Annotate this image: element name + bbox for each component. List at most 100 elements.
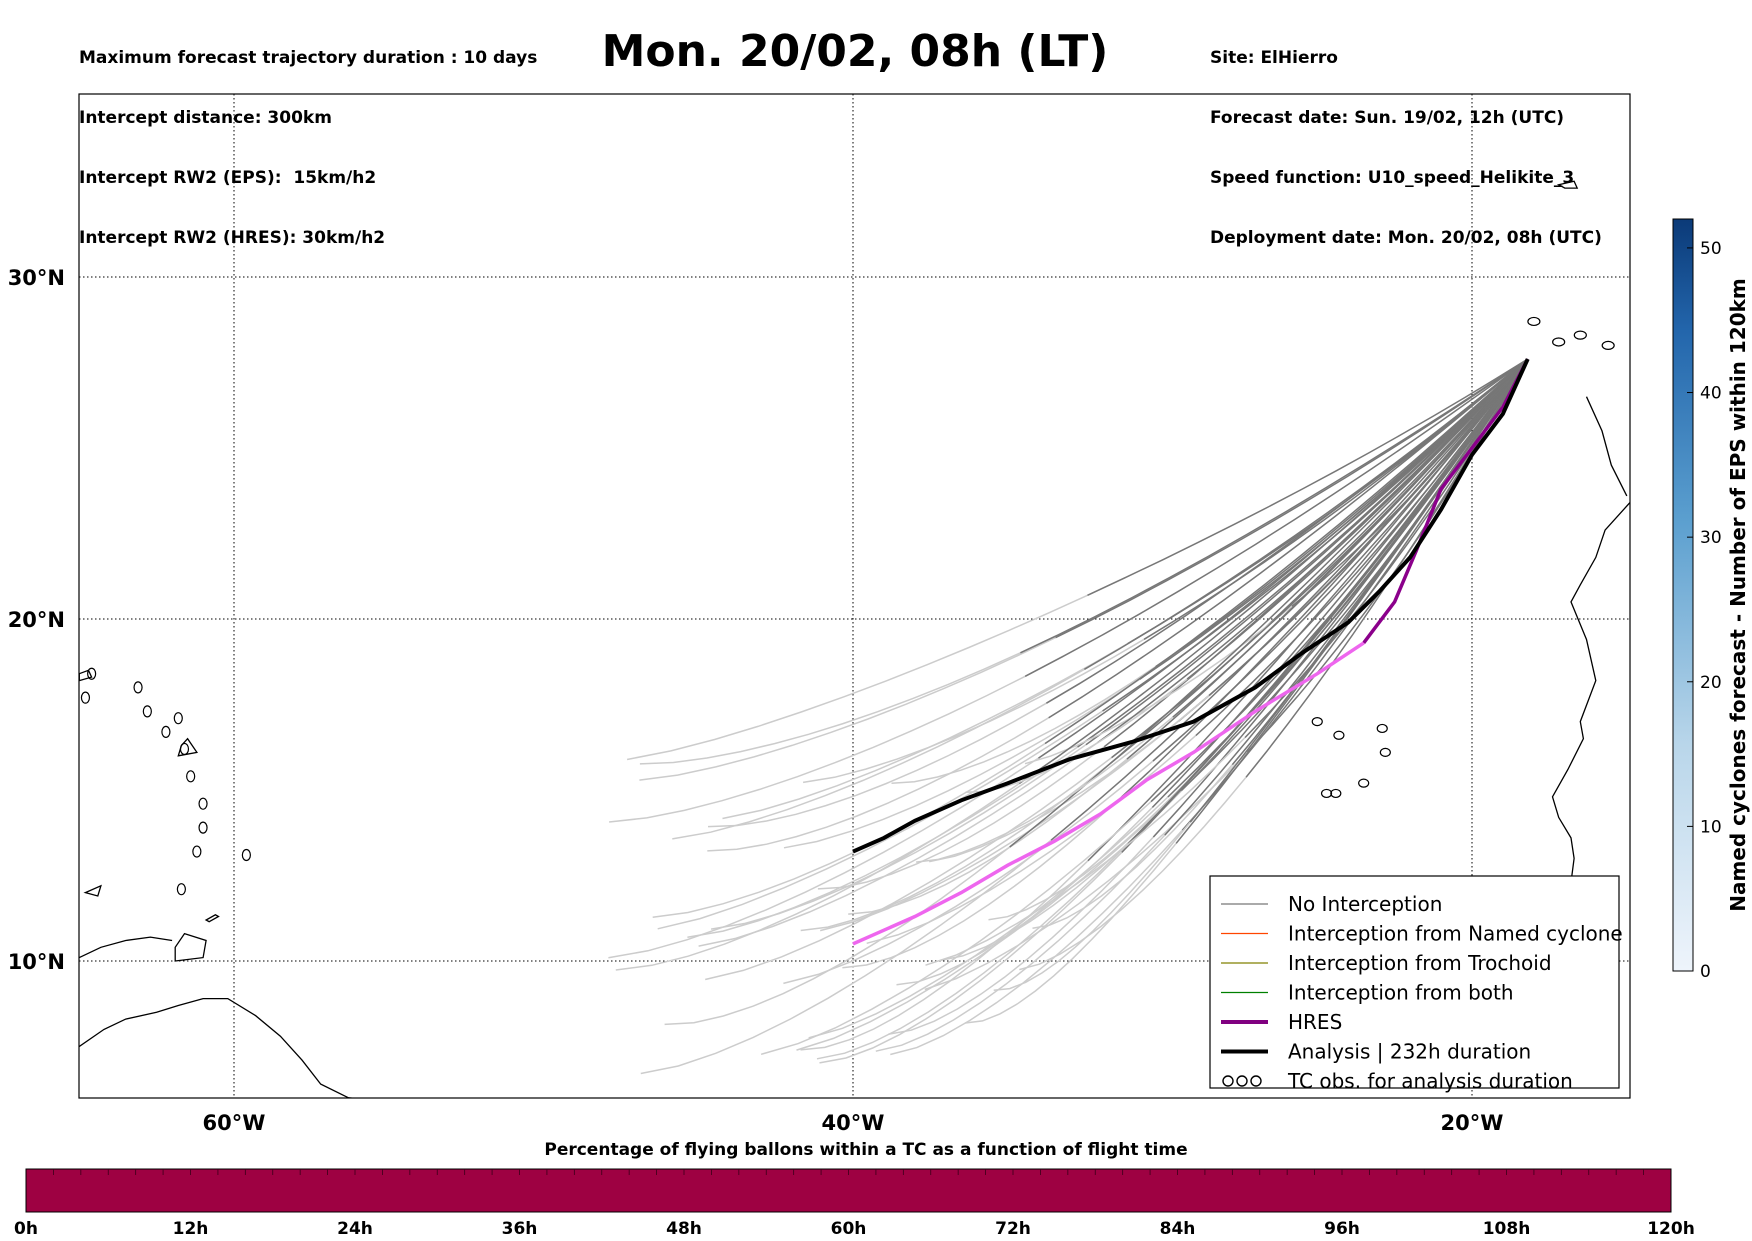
legend-label: TC obs. for analysis duration [1287, 1069, 1573, 1093]
eps-member-track-late [783, 657, 1172, 849]
eps-member-track-late [819, 821, 1152, 1064]
eps-member-track-late [615, 756, 1058, 971]
hres-track [1362, 358, 1530, 644]
flight-time-tick-label: 84h [1160, 1219, 1196, 1239]
eps-member-track-late [760, 770, 1184, 1056]
madeira-island [1556, 180, 1579, 189]
header-left-line: Intercept RW2 (EPS): 15km/h2 [79, 168, 377, 188]
eps-member-track-late [817, 723, 1134, 890]
colorbar-tick-label: 10 [1700, 817, 1722, 837]
caribbean-island [142, 705, 152, 718]
latitude-tick-label: 10°N [8, 950, 65, 974]
eps-member-track [1164, 358, 1529, 836]
eps-member-track-late [808, 766, 1199, 1039]
eps-member-track-late [965, 814, 1200, 1024]
hres-track-late [852, 641, 1365, 946]
flight-time-tick-label: 0h [14, 1219, 38, 1239]
eps-member-track [1044, 358, 1529, 745]
tc-obs-symbol-icon [1250, 1075, 1262, 1087]
guadeloupe-island [177, 737, 198, 757]
colorbar-tick-label: 0 [1700, 962, 1711, 982]
eps-member-track-late [672, 647, 1121, 840]
canary-island [1552, 337, 1566, 347]
eps-member-track-late [802, 620, 1175, 784]
colorbar-tick-label: 30 [1700, 528, 1722, 548]
eps-member-track [1024, 358, 1529, 677]
flight-time-tick-label: 48h [666, 1219, 702, 1239]
eps-member-track [1084, 358, 1529, 670]
eps-member-track [1127, 358, 1529, 845]
trinidad-island [174, 932, 207, 962]
eps-member-track-late [891, 647, 1183, 785]
morocco-coastline-edge [1585, 396, 1628, 497]
eps-member-track-late [842, 770, 1151, 969]
eps-member-track-late [925, 710, 1272, 966]
canary-island [1527, 316, 1541, 327]
eps-member-track [1143, 358, 1529, 640]
eps-member-track-late [705, 729, 1147, 981]
header-left-line: Intercept RW2 (HRES): 30km/h2 [79, 228, 386, 248]
analysis-track [852, 358, 1530, 854]
africa-coastline [1551, 502, 1630, 935]
legend-label: Interception from Named cyclone [1288, 922, 1623, 946]
cape-verde-island [1333, 730, 1345, 740]
tc-obs-symbol-icon [1222, 1075, 1234, 1087]
eps-member-track-late [707, 695, 1083, 852]
eps-member-track-late [609, 655, 1064, 823]
eps-member-track [1050, 358, 1529, 841]
latitude-tick-label: 30°N [8, 266, 65, 290]
eps-member-track [1109, 358, 1529, 765]
caribbean-island [173, 712, 183, 725]
caribbean-island [198, 797, 208, 810]
legend-label: Interception from Trochoid [1288, 951, 1552, 975]
cape-verde-island [1330, 788, 1342, 799]
eps-member-track-late [924, 723, 1274, 991]
abc-island [83, 884, 102, 897]
caribbean-island [87, 667, 97, 680]
eps-member-track [1172, 358, 1529, 718]
eps-member-track-late [965, 659, 1211, 794]
longitude-tick-label: 20°W [1441, 1111, 1504, 1135]
eps-member-track-late [800, 738, 1141, 932]
tobago-island [204, 914, 220, 923]
eps-member-track [1077, 358, 1529, 748]
flight-time-tick-label: 120h [1647, 1219, 1695, 1239]
map-title: Mon. 20/02, 08h (LT) [601, 26, 1109, 77]
eps-member-track-late [698, 716, 1133, 947]
caribbean-island [161, 725, 171, 738]
header-right-line: Site: ElHierro [1210, 48, 1338, 68]
longitude-tick-label: 60°W [203, 1111, 266, 1135]
legend: No Interception Interception from Named c… [1209, 875, 1623, 1093]
eps-member-track [1038, 358, 1529, 759]
caribbean-island [186, 770, 196, 783]
venezuela-coastline [79, 936, 173, 959]
caribbean-island [133, 681, 143, 694]
flight-time-tick-label: 12h [173, 1219, 209, 1239]
header-right-line: Forecast date: Sun. 19/02, 12h (UTC) [1210, 108, 1565, 128]
flight-time-tick-label: 60h [831, 1219, 867, 1239]
flight-time-colorbar-title: Percentage of flying ballons within a TC… [544, 1140, 1187, 1160]
eps-member-track-late [993, 794, 1213, 992]
cape-verde-island [1376, 723, 1388, 734]
south-america-coastline [79, 997, 358, 1098]
flight-time-tick-label: 24h [337, 1219, 373, 1239]
eps-member-track-late [796, 759, 1213, 1051]
header-left-line: Intercept distance: 300km [79, 108, 332, 128]
colorbar-tick-label: 20 [1700, 673, 1722, 693]
eps-member-track [1087, 358, 1529, 862]
eps-member-track-late [1019, 750, 1268, 971]
caribbean-island [80, 691, 91, 704]
eps-member-track [1195, 358, 1529, 737]
eps-member-track-late [626, 576, 1126, 761]
canary-island [1601, 340, 1615, 350]
legend-label: Interception from both [1288, 981, 1514, 1005]
longitude-tick-label: 40°W [822, 1111, 885, 1135]
legend-label: Analysis | 232h duration [1288, 1040, 1531, 1064]
eps-member-track-late [707, 682, 1081, 828]
flight-time-tick-label: 108h [1483, 1219, 1531, 1239]
eps-member-track-late [929, 673, 1235, 863]
eps-member-track-late [816, 812, 1159, 1060]
flight-time-tick-label: 72h [995, 1219, 1031, 1239]
canary-island [1652, 328, 1664, 336]
